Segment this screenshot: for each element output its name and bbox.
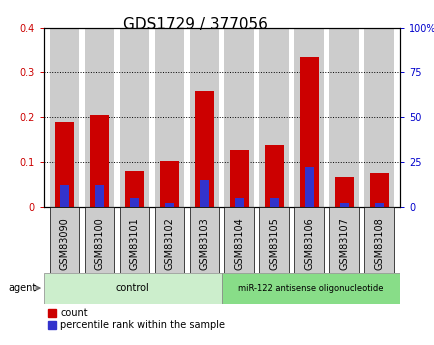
Legend: count, percentile rank within the sample: count, percentile rank within the sample	[48, 308, 224, 331]
Text: GSM83090: GSM83090	[59, 217, 69, 269]
Bar	[224, 28, 253, 207]
Bar	[49, 207, 79, 273]
Bar	[189, 28, 219, 207]
Bar	[270, 198, 278, 207]
Text: GSM83105: GSM83105	[269, 217, 279, 270]
Bar	[43, 273, 221, 304]
Bar	[259, 28, 289, 207]
Bar	[264, 145, 283, 207]
Bar	[189, 207, 219, 273]
Bar	[119, 28, 149, 207]
Bar	[49, 28, 79, 207]
Text: GSM83101: GSM83101	[129, 217, 139, 269]
Bar	[200, 180, 208, 207]
Bar	[369, 173, 388, 207]
Bar	[294, 207, 323, 273]
Bar	[294, 28, 323, 207]
Text: GSM83108: GSM83108	[373, 217, 383, 269]
Text: GSM83103: GSM83103	[199, 217, 209, 269]
Text: GSM83100: GSM83100	[94, 217, 104, 269]
Text: GSM83104: GSM83104	[234, 217, 244, 269]
Bar	[339, 203, 348, 207]
Bar	[224, 207, 253, 273]
Bar	[154, 207, 184, 273]
Text: GSM83102: GSM83102	[164, 217, 174, 270]
Bar	[119, 207, 149, 273]
Bar	[130, 198, 138, 207]
Bar	[90, 115, 109, 207]
Bar	[194, 91, 214, 207]
Bar	[334, 177, 353, 207]
Bar	[154, 28, 184, 207]
Bar	[329, 28, 358, 207]
Bar	[229, 150, 248, 207]
Bar	[84, 28, 114, 207]
Bar	[95, 185, 104, 207]
Text: agent: agent	[9, 283, 37, 293]
Bar	[60, 185, 69, 207]
Text: control: control	[115, 283, 149, 293]
Text: GDS1729 / 377056: GDS1729 / 377056	[123, 17, 268, 32]
Bar	[221, 273, 399, 304]
Bar	[299, 57, 318, 207]
Bar	[159, 161, 179, 207]
Bar	[364, 28, 393, 207]
Bar	[234, 198, 243, 207]
Bar	[55, 122, 74, 207]
Bar	[374, 203, 383, 207]
Bar	[84, 207, 114, 273]
Text: miR-122 antisense oligonucleotide: miR-122 antisense oligonucleotide	[238, 284, 383, 293]
Bar	[164, 203, 173, 207]
Bar	[304, 167, 313, 207]
Bar	[364, 207, 393, 273]
Bar	[259, 207, 289, 273]
Text: GSM83107: GSM83107	[339, 217, 349, 270]
Text: GSM83106: GSM83106	[303, 217, 313, 269]
Bar	[125, 171, 144, 207]
Bar	[329, 207, 358, 273]
